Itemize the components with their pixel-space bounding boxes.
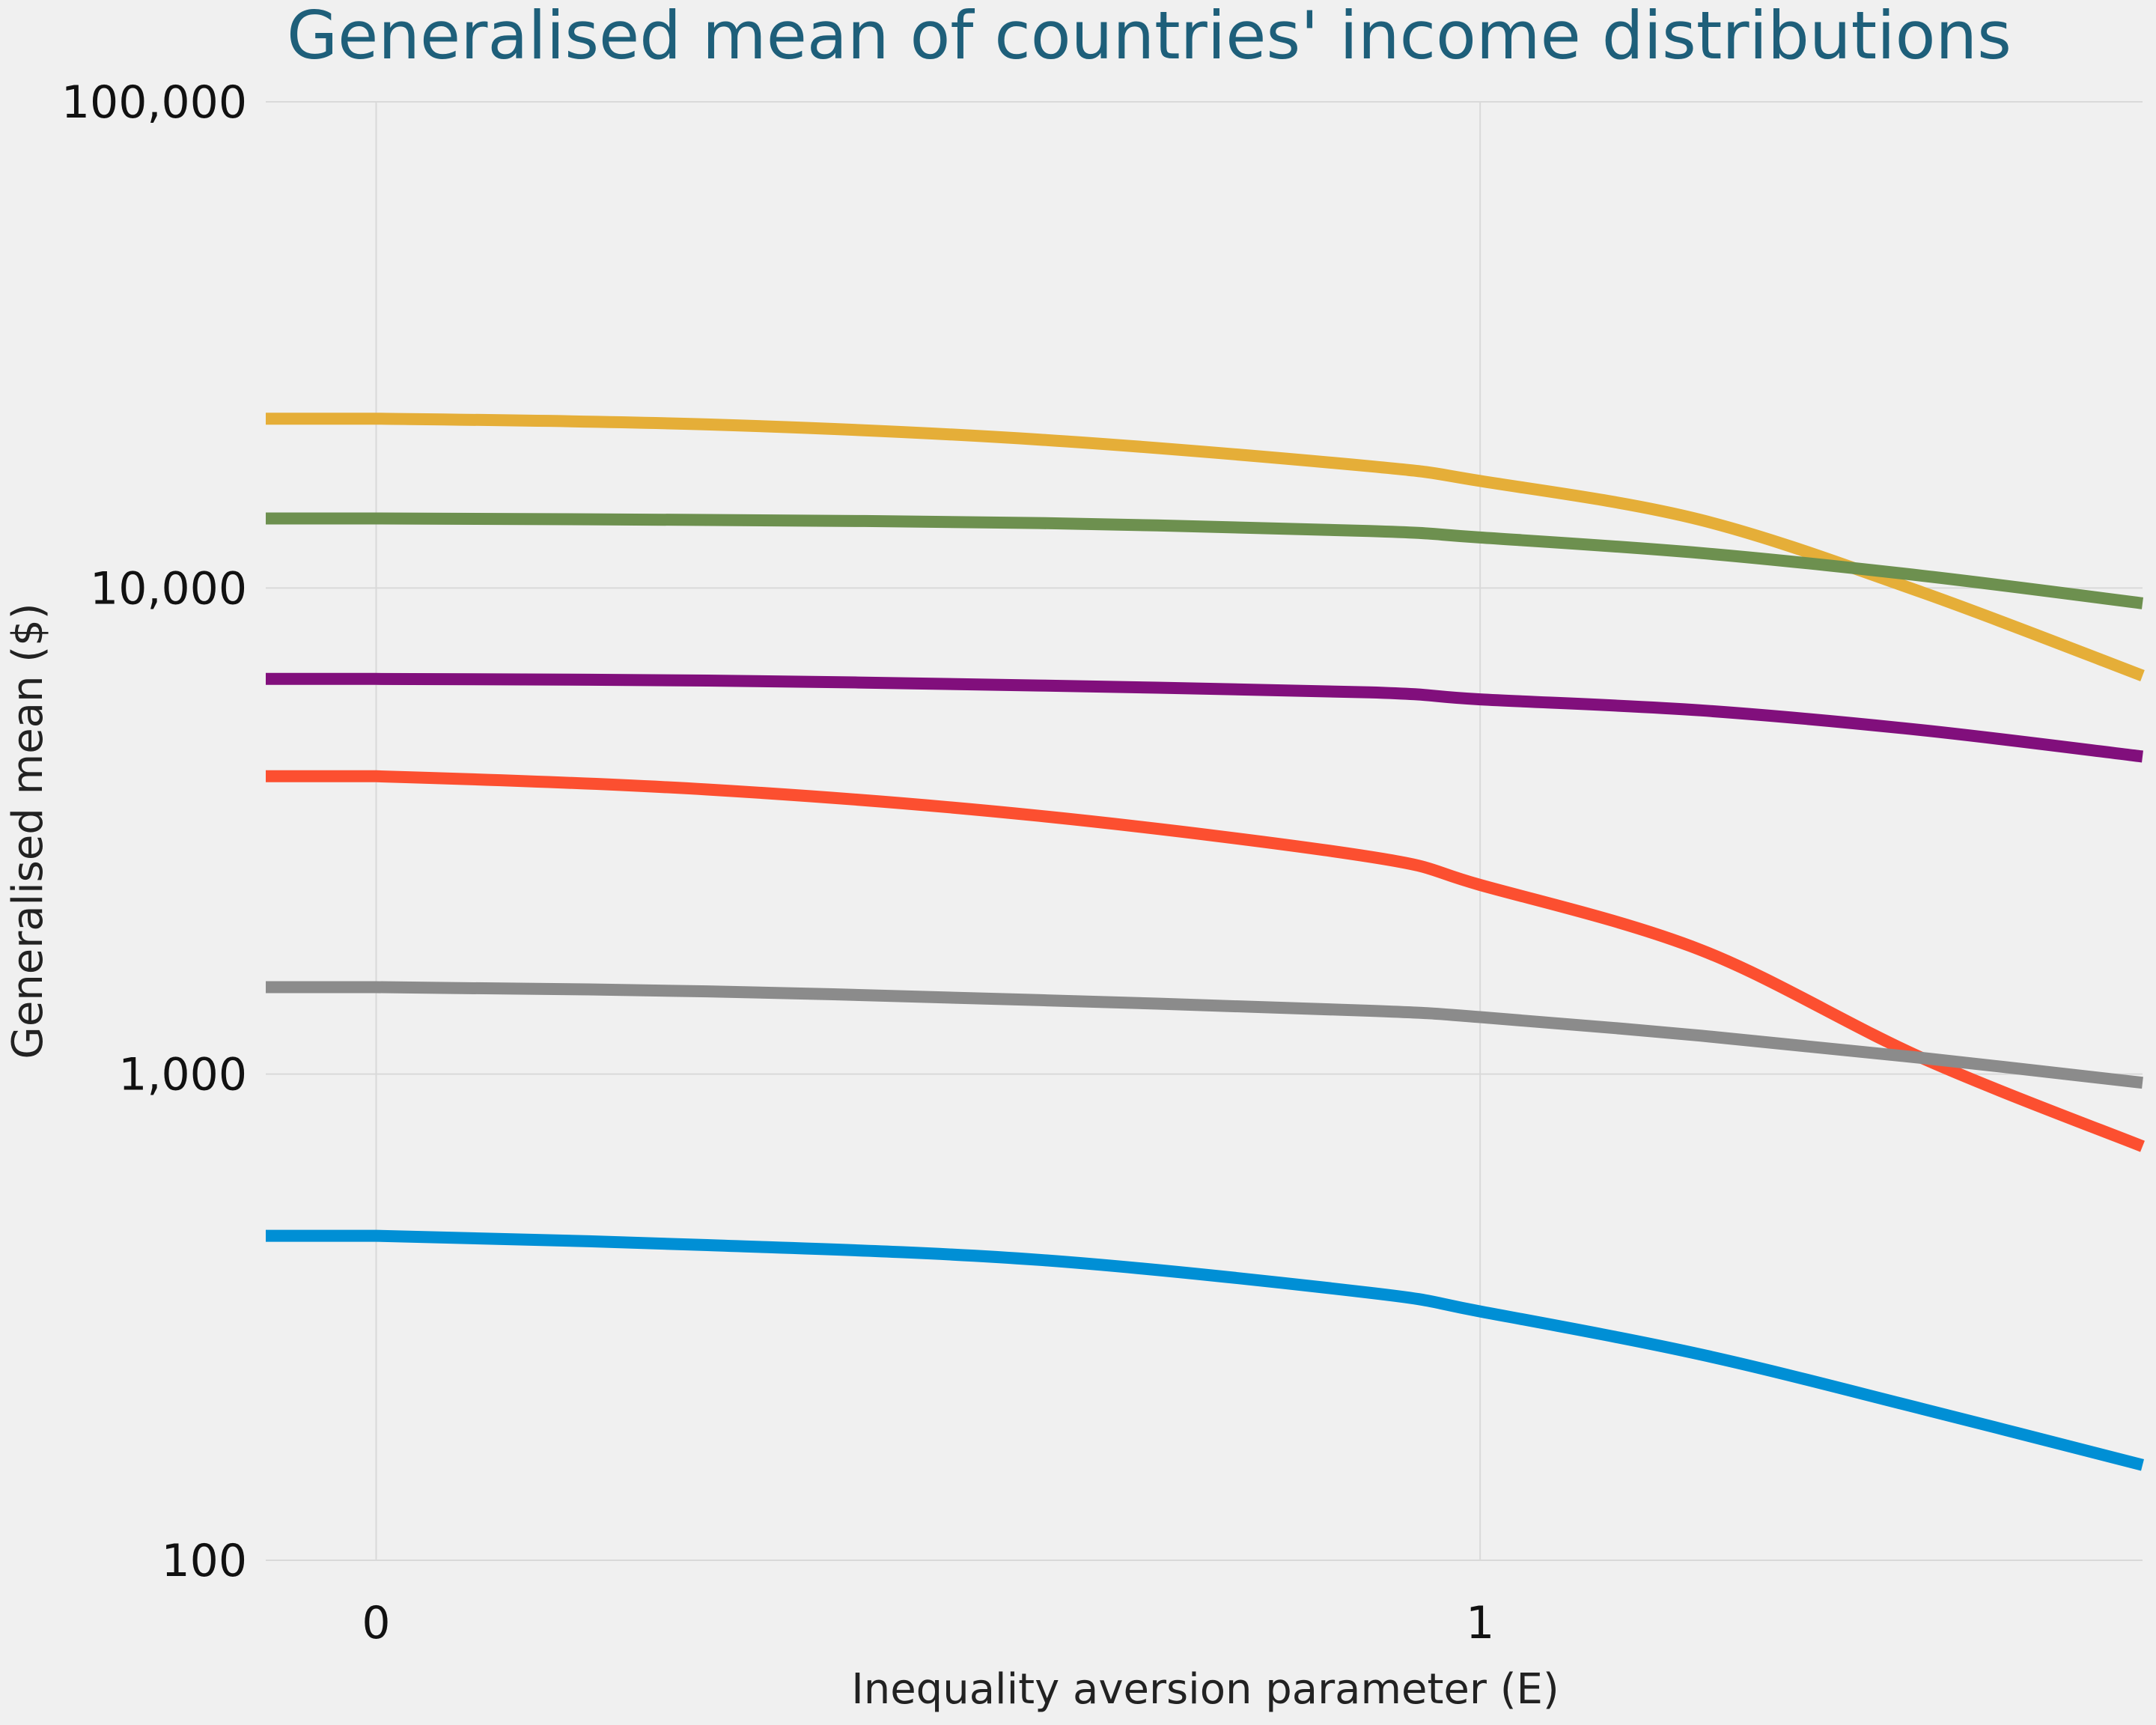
series-line-2 bbox=[265, 512, 2144, 609]
series-line-6 bbox=[266, 1229, 2144, 1471]
series-lines bbox=[265, 413, 2145, 1471]
series-line-5 bbox=[266, 981, 2143, 1089]
x-axis-label: Inequality aversion parameter (E) bbox=[851, 1665, 1559, 1714]
y-tick-label: 100 bbox=[161, 1535, 247, 1587]
y-axis-label: Generalised mean ($) bbox=[4, 603, 52, 1059]
series-line-4 bbox=[266, 770, 2145, 1152]
tick-labels: 100 1,000 10,000 100,000 0 1 bbox=[61, 76, 1494, 1649]
y-tick-label: 10,000 bbox=[90, 562, 247, 615]
grid bbox=[266, 101, 2143, 1561]
chart-title: Generalised mean of countries' income di… bbox=[287, 0, 2012, 74]
series-line-3 bbox=[266, 672, 2143, 763]
y-tick-label: 100,000 bbox=[61, 76, 247, 129]
x-tick-label: 1 bbox=[1466, 1597, 1494, 1649]
y-tick-label: 1,000 bbox=[118, 1049, 247, 1101]
x-tick-label: 0 bbox=[362, 1597, 390, 1649]
